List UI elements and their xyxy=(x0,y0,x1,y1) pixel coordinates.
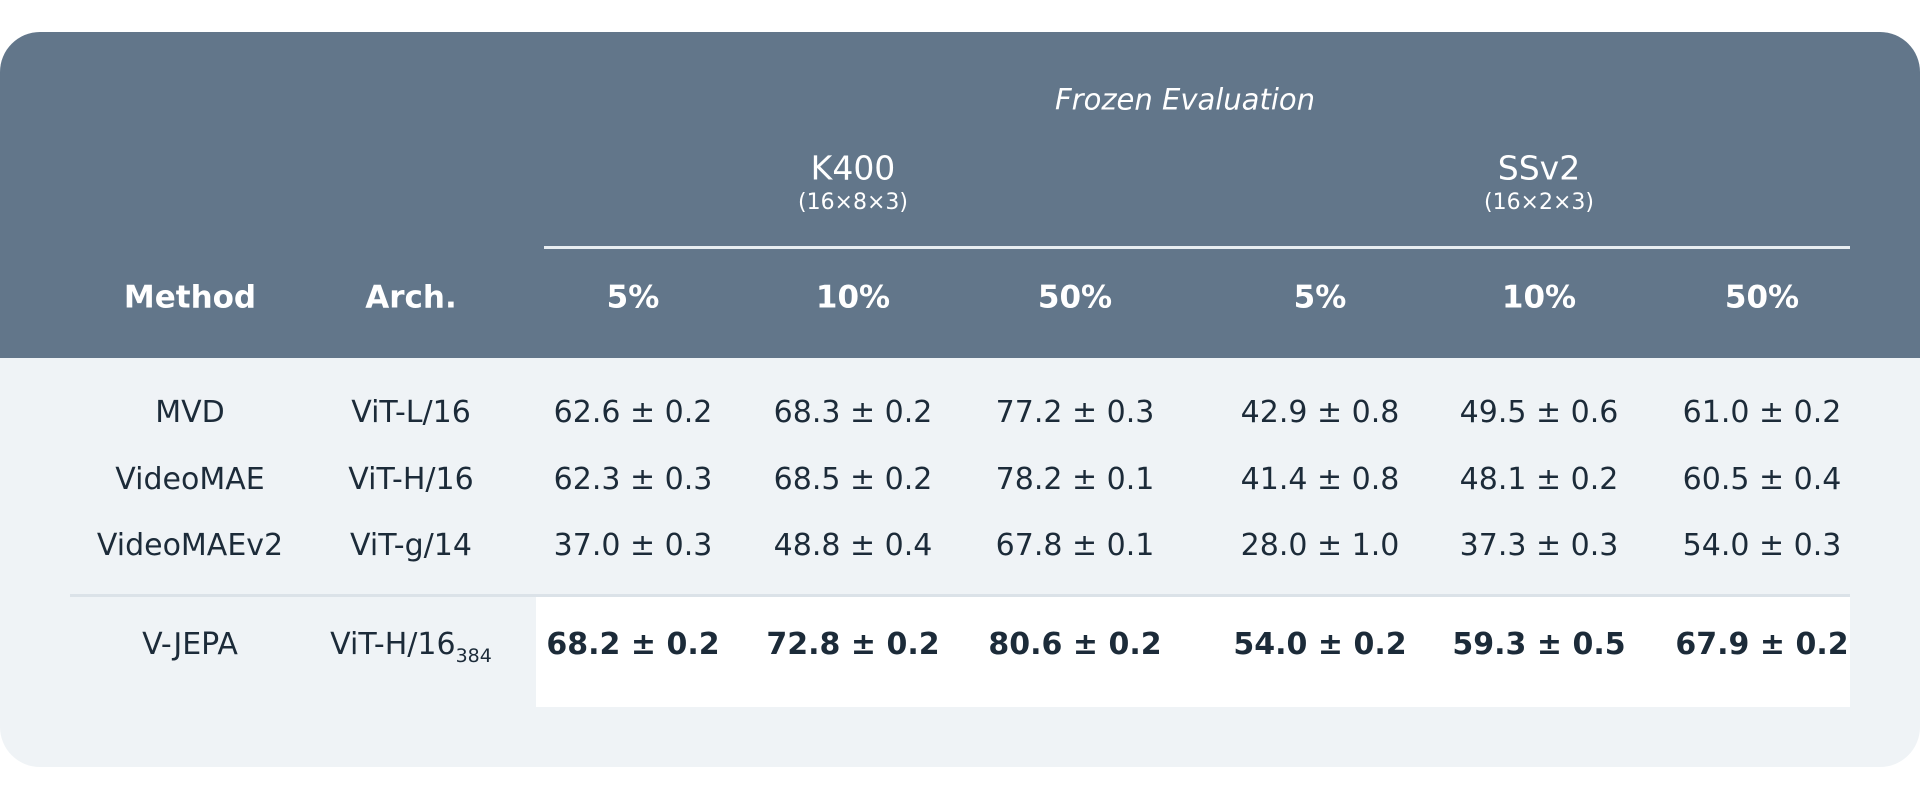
row-0-value-4: 49.5 ± 0.6 xyxy=(1459,395,1619,430)
row-3-value-5: 67.9 ± 0.2 xyxy=(1675,627,1849,662)
row-1-value-4: 48.1 ± 0.2 xyxy=(1459,462,1619,497)
column-header-1: Arch. xyxy=(365,279,457,316)
row-0-value-1: 68.3 ± 0.2 xyxy=(773,395,933,430)
row-2-value-5: 54.0 ± 0.3 xyxy=(1682,528,1842,563)
group-ssv2-subtitle: (16×2×3) xyxy=(1483,190,1595,215)
row-2-value-2: 67.8 ± 0.1 xyxy=(995,528,1155,563)
highlight-row-background xyxy=(536,597,1850,707)
row-2-value-1: 48.8 ± 0.4 xyxy=(773,528,933,563)
column-header-0: Method xyxy=(123,279,257,316)
column-header-3: 10% xyxy=(815,279,891,316)
column-header-6: 10% xyxy=(1501,279,1577,316)
group-k400-title: K400 xyxy=(810,148,896,188)
group-k400-subtitle: (16×8×3) xyxy=(797,190,909,215)
row-3-arch-label: ViT-H/16 xyxy=(330,627,456,662)
group-divider-rule xyxy=(544,246,1850,249)
row-separator xyxy=(70,594,1850,597)
row-1-arch-label: ViT-H/16 xyxy=(348,462,474,497)
row-3-arch: ViT-H/16384 xyxy=(330,627,492,666)
column-header-5: 5% xyxy=(1293,279,1347,316)
row-1-value-0: 62.3 ± 0.3 xyxy=(553,462,713,497)
row-1-value-1: 68.5 ± 0.2 xyxy=(773,462,933,497)
row-3-arch-subscript: 384 xyxy=(455,645,492,667)
row-0-value-2: 77.2 ± 0.3 xyxy=(995,395,1155,430)
row-0-value-5: 61.0 ± 0.2 xyxy=(1682,395,1842,430)
row-1-value-3: 41.4 ± 0.8 xyxy=(1240,462,1400,497)
row-0-value-0: 62.6 ± 0.2 xyxy=(553,395,713,430)
results-table-card: Frozen Evaluation K400 (16×8×3) SSv2 (16… xyxy=(0,32,1920,767)
column-header-2: 5% xyxy=(606,279,660,316)
row-3-value-2: 80.6 ± 0.2 xyxy=(988,627,1162,662)
group-ssv2-title: SSv2 xyxy=(1497,148,1581,188)
row-0-arch-label: ViT-L/16 xyxy=(351,395,471,430)
row-3-value-0: 68.2 ± 0.2 xyxy=(546,627,720,662)
column-header-4: 50% xyxy=(1037,279,1113,316)
row-0-value-3: 42.9 ± 0.8 xyxy=(1240,395,1400,430)
row-1-value-2: 78.2 ± 0.1 xyxy=(995,462,1155,497)
row-2-method: VideoMAEv2 xyxy=(96,528,284,563)
row-1-arch: ViT-H/16 xyxy=(348,465,473,495)
table-header: Frozen Evaluation K400 (16×8×3) SSv2 (16… xyxy=(0,32,1920,358)
frozen-evaluation-title: Frozen Evaluation xyxy=(1054,82,1316,117)
row-3-value-4: 59.3 ± 0.5 xyxy=(1452,627,1626,662)
row-0-method: MVD xyxy=(155,395,225,430)
row-2-value-4: 37.3 ± 0.3 xyxy=(1459,528,1619,563)
row-0-arch: ViT-L/16 xyxy=(351,398,471,428)
row-1-method: VideoMAE xyxy=(115,462,265,497)
row-2-arch-label: ViT-g/14 xyxy=(350,528,472,563)
row-3-method: V-JEPA xyxy=(142,627,238,662)
column-header-7: 50% xyxy=(1724,279,1800,316)
row-3-value-1: 72.8 ± 0.2 xyxy=(766,627,940,662)
row-1-value-5: 60.5 ± 0.4 xyxy=(1682,462,1842,497)
row-3-value-3: 54.0 ± 0.2 xyxy=(1233,627,1407,662)
row-2-value-0: 37.0 ± 0.3 xyxy=(553,528,713,563)
row-2-arch: ViT-g/14 xyxy=(350,531,472,561)
row-2-value-3: 28.0 ± 1.0 xyxy=(1240,528,1400,563)
